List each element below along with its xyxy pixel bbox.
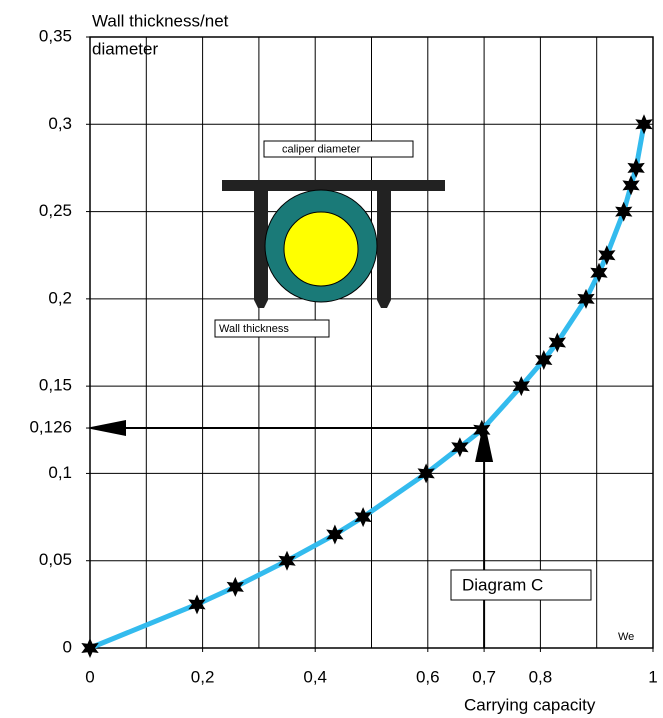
y-tick-label: 0,126 [29, 418, 72, 437]
y-tick-label: 0,3 [48, 114, 72, 133]
data-point [548, 332, 566, 353]
data-point [615, 201, 633, 222]
x-tick-label: 0,6 [416, 667, 440, 686]
data-point [627, 157, 645, 178]
data-point [577, 288, 595, 309]
y-tick-label: 0,25 [39, 201, 72, 220]
annotation: We [618, 631, 634, 643]
x-tick-label: 0,4 [303, 667, 327, 686]
plot: 0 0,2 0,4 0,6 0,7 0,8 1 0 0,05 0,1 0,15 0,2 0,25 0,3 0… [29, 26, 657, 686]
data-point [473, 419, 491, 440]
x-tick-label: 0,7 [472, 667, 496, 686]
data-point [635, 114, 653, 135]
arrow-head [475, 420, 494, 463]
y-tick-label: 0,05 [39, 550, 72, 569]
y-axis-title: Wall thickness/net [92, 11, 229, 30]
caliper-bar [222, 180, 445, 191]
y-tick-label: 0,2 [48, 288, 72, 307]
arrow-head [86, 420, 126, 437]
x-tick-label: 1 [648, 667, 657, 686]
y-tick-label: 0,35 [39, 26, 72, 45]
data-point [451, 437, 469, 458]
data-point [326, 524, 344, 545]
annotation: Diagram C [462, 575, 543, 594]
annotation-box [450, 569, 592, 601]
data-point [622, 175, 640, 196]
caliper-leg [377, 191, 391, 308]
x-axis-title: Carrying capacity [464, 695, 596, 714]
data-point [590, 262, 608, 283]
figure-label: Wall thickness [219, 323, 289, 335]
label-box [214, 319, 330, 338]
data-point [417, 463, 435, 484]
y-axis-title: diameter [92, 39, 158, 58]
data-point [81, 638, 99, 658]
data-point [598, 245, 616, 266]
x-tick-label: 0 [85, 667, 94, 686]
data-point [354, 507, 372, 528]
y-tick-label: 0,15 [39, 376, 72, 395]
caliper-figure: caliper diameter Wall thickness [214, 140, 445, 338]
plot-frame [89, 36, 654, 649]
caliper-leg [254, 191, 268, 308]
x-tick-label: 0,2 [191, 667, 215, 686]
pipe-bore [283, 211, 359, 287]
y-tick-label: 0 [63, 637, 72, 656]
figure-label: caliper diameter [282, 143, 361, 155]
data-point [278, 550, 296, 571]
data-point [226, 576, 244, 597]
x-tick-label: 0,8 [529, 667, 553, 686]
data-point [535, 350, 553, 370]
data-point [512, 376, 530, 397]
label-box [263, 140, 414, 158]
data-point [188, 594, 206, 615]
y-tick-label: 0,1 [48, 463, 72, 482]
